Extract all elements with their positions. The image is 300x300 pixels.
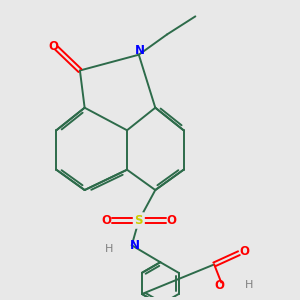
Text: H: H bbox=[105, 244, 114, 254]
Text: N: N bbox=[130, 239, 140, 252]
Text: O: O bbox=[240, 245, 250, 258]
Text: O: O bbox=[166, 214, 176, 227]
Text: O: O bbox=[215, 279, 225, 292]
Text: O: O bbox=[101, 214, 111, 227]
Text: H: H bbox=[245, 280, 254, 290]
Text: S: S bbox=[135, 214, 143, 227]
Text: O: O bbox=[48, 40, 59, 53]
Text: N: N bbox=[135, 44, 145, 57]
